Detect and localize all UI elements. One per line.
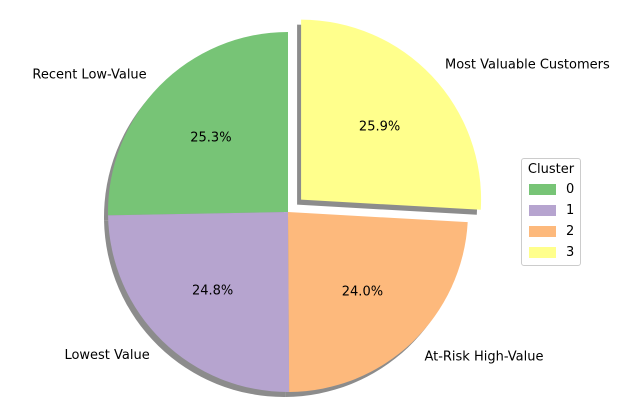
slice-label-lowest-value: Lowest Value <box>64 348 149 363</box>
legend-label: 2 <box>566 224 575 239</box>
legend-label: 1 <box>566 203 575 218</box>
pie-slice-at-risk-high-value <box>288 212 468 392</box>
pie-slice-most-valuable-customers <box>301 19 482 210</box>
slice-label-at-risk-high-value: At-Risk High-Value <box>424 349 543 364</box>
percent-label-at-risk-high-value: 24.0% <box>342 284 383 299</box>
legend-item-3: 3 <box>522 242 580 263</box>
pie-labels: Recent Low-Value 25.3% Lowest Value 24.8% At… <box>32 58 610 365</box>
legend-title: Cluster <box>527 162 575 177</box>
legend-swatch <box>529 205 556 216</box>
slice-label-most-valuable-customers: Most Valuable Customers <box>445 58 610 73</box>
legend-item-0: 0 <box>522 179 580 200</box>
pie-slices <box>108 19 482 393</box>
legend-label: 0 <box>566 182 575 197</box>
legend: Cluster 0 1 2 3 <box>521 158 581 266</box>
legend-swatch <box>529 184 556 195</box>
pie-slice-lowest-value <box>108 212 290 393</box>
slice-label-recent-low-value: Recent Low-Value <box>32 67 146 82</box>
pie-slice-recent-low-value <box>108 32 289 216</box>
percent-label-most-valuable-customers: 25.9% <box>359 119 400 134</box>
percent-label-lowest-value: 24.8% <box>192 283 233 298</box>
legend-swatch <box>529 226 556 237</box>
legend-item-1: 1 <box>522 200 580 221</box>
legend-label: 3 <box>566 245 575 260</box>
percent-label-recent-low-value: 25.3% <box>190 130 231 145</box>
legend-item-2: 2 <box>522 221 580 242</box>
legend-swatch <box>529 247 556 258</box>
